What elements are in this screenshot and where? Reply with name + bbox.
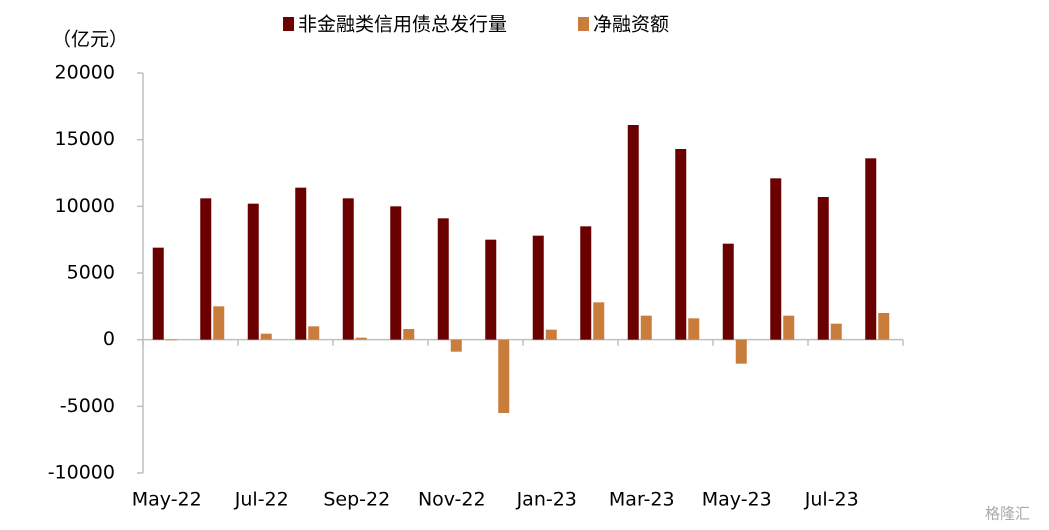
bar bbox=[675, 149, 687, 340]
bar bbox=[688, 318, 700, 340]
bar bbox=[247, 203, 259, 340]
x-tick-label: Sep-22 bbox=[323, 489, 390, 511]
x-tick-label: May-22 bbox=[132, 489, 202, 511]
watermark: 格隆汇 bbox=[985, 505, 1030, 523]
y-tick-label: 10000 bbox=[55, 195, 115, 217]
bar bbox=[593, 302, 605, 340]
legend-label: 非金融类信用债总发行量 bbox=[298, 14, 507, 36]
bar bbox=[532, 235, 544, 340]
y-tick-label: -10000 bbox=[48, 462, 115, 484]
bar bbox=[403, 329, 415, 340]
bar bbox=[498, 339, 510, 413]
bar bbox=[165, 339, 177, 341]
bar bbox=[817, 197, 829, 340]
x-tick-label: Jan-23 bbox=[516, 489, 577, 511]
x-tick-label: Jul-22 bbox=[234, 489, 289, 511]
y-tick-label: 20000 bbox=[55, 62, 115, 84]
bar bbox=[545, 329, 557, 340]
bar bbox=[450, 339, 462, 352]
bar bbox=[865, 158, 877, 340]
bar bbox=[342, 198, 354, 340]
bar bbox=[580, 226, 592, 340]
x-tick-label: Nov-22 bbox=[418, 489, 486, 511]
bar bbox=[295, 187, 307, 340]
bar bbox=[735, 339, 747, 364]
bar bbox=[722, 243, 734, 340]
y-tick-label: 15000 bbox=[55, 128, 115, 150]
legend-swatch bbox=[578, 17, 589, 31]
bar bbox=[878, 313, 890, 340]
y-axis-label: （亿元） bbox=[52, 29, 128, 51]
bar bbox=[260, 333, 272, 340]
x-tick-label: Mar-23 bbox=[609, 489, 675, 511]
y-tick-label: 5000 bbox=[67, 262, 115, 284]
bar bbox=[627, 125, 639, 340]
y-tick-label: -5000 bbox=[60, 395, 115, 417]
bar bbox=[152, 247, 164, 340]
x-tick-label: Jul-23 bbox=[804, 489, 859, 511]
bar bbox=[830, 323, 842, 340]
legend-label: 净融资额 bbox=[593, 14, 669, 36]
bar bbox=[437, 218, 449, 340]
bar bbox=[308, 326, 320, 340]
bar bbox=[770, 178, 782, 340]
x-tick-label: May-23 bbox=[702, 489, 772, 511]
bar bbox=[390, 206, 402, 340]
y-tick-label: 0 bbox=[103, 328, 115, 350]
bar bbox=[783, 315, 795, 340]
bar bbox=[355, 337, 367, 340]
bar bbox=[640, 315, 652, 340]
bar bbox=[213, 306, 225, 340]
bar bbox=[200, 198, 212, 340]
bar bbox=[485, 239, 497, 340]
legend-swatch bbox=[283, 17, 294, 31]
